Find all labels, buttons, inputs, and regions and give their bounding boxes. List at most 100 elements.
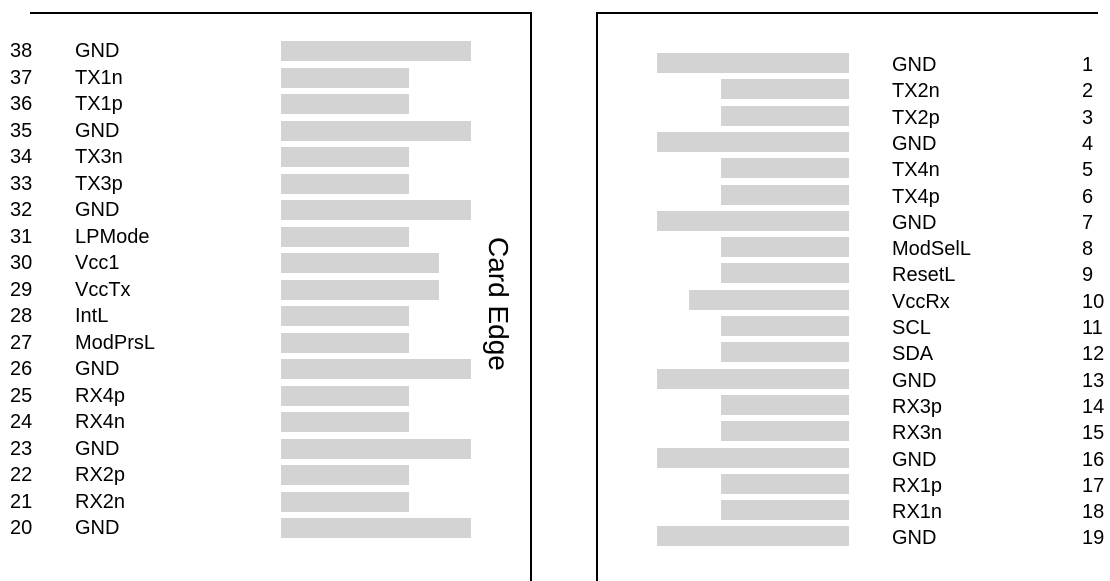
pin-number: 26: [10, 358, 33, 380]
pin-name: TX1p: [75, 93, 123, 115]
contact-pad: [281, 253, 439, 273]
contact-pad: [721, 421, 849, 442]
pin-number: 11: [1082, 317, 1103, 339]
pin-number: 31: [10, 225, 33, 248]
pin-number: 25: [10, 384, 33, 407]
pin-number: 24: [10, 411, 33, 433]
contact-pad: [281, 41, 471, 61]
pin-number: 3: [1082, 106, 1094, 129]
pin-number: 5: [1082, 159, 1094, 182]
pin-number: 12: [1082, 343, 1105, 366]
contact-pad: [281, 491, 409, 512]
contact-pad: [281, 200, 471, 220]
pin-name: ModSelL: [892, 238, 971, 261]
pin-name: RX1p: [892, 474, 943, 497]
contact-pad: [721, 184, 849, 205]
contact-pad: [281, 385, 409, 406]
pin-name: LPMode: [75, 225, 150, 248]
pin-name: GND: [75, 199, 120, 221]
pin-name: GND: [75, 517, 120, 539]
pin-name: Vcc1: [75, 252, 120, 274]
pin-number: 19: [1082, 527, 1105, 550]
contact-pad: [721, 316, 849, 336]
pin-name: TX2p: [892, 106, 940, 129]
contact-pad: [721, 237, 849, 258]
pin-number: 27: [10, 331, 33, 354]
pin-name: RX3p: [892, 395, 943, 418]
pin-number: 7: [1082, 211, 1094, 234]
contact-pad: [281, 332, 409, 353]
pin-number: 14: [1082, 395, 1105, 418]
pin-name: RX2n: [75, 490, 126, 513]
contact-pad: [721, 105, 849, 126]
contact-pad: [281, 306, 409, 326]
pin-number: 9: [1082, 264, 1094, 287]
pin-number: 21: [10, 490, 33, 513]
pin-number: 32: [10, 199, 33, 221]
pin-name: SDA: [892, 343, 934, 366]
pin-number: 10: [1082, 290, 1105, 313]
pin-number: 4: [1082, 132, 1094, 155]
left-panel-right-border: [530, 12, 532, 581]
pin-name: TX1n: [75, 66, 123, 89]
pin-number: 36: [10, 93, 33, 115]
pin-number: 38: [10, 40, 33, 62]
contact-pad: [657, 526, 849, 547]
pin-number: 18: [1082, 501, 1105, 524]
contact-pad: [657, 210, 849, 231]
right-panel-top-border: [596, 12, 1098, 14]
pin-number: 2: [1082, 80, 1094, 103]
pin-number: 35: [10, 119, 33, 142]
pin-number: 29: [10, 278, 33, 301]
pin-number: 30: [10, 252, 33, 274]
pin-number: 16: [1082, 448, 1105, 471]
pin-name: RX3n: [892, 422, 943, 445]
pin-number: 1: [1082, 54, 1094, 76]
pin-name: GND: [892, 54, 937, 76]
pin-name: RX2p: [75, 464, 126, 486]
pin-number: 17: [1082, 474, 1105, 497]
pin-number: 22: [10, 464, 33, 486]
pin-name: GND: [892, 448, 937, 471]
contact-pad: [721, 158, 849, 179]
pin-name: GND: [892, 527, 937, 550]
contact-pad: [721, 473, 849, 494]
contact-pad: [689, 289, 849, 310]
pin-name: TX3p: [75, 172, 123, 195]
contact-pad: [657, 447, 849, 468]
contact-pad: [657, 368, 849, 389]
pin-name: GND: [892, 369, 937, 392]
pin-name: RX1n: [892, 501, 943, 524]
contact-pad: [721, 342, 849, 363]
pin-name: TX2n: [892, 80, 940, 103]
contact-pad: [281, 518, 471, 538]
pin-name: TX3n: [75, 146, 123, 168]
pin-name: ResetL: [892, 264, 956, 287]
contact-pad: [281, 359, 471, 379]
pin-number: 15: [1082, 422, 1105, 445]
pin-number: 34: [10, 146, 33, 168]
right-panel-left-border: [596, 12, 598, 581]
pin-name: IntL: [75, 305, 109, 327]
contact-pad: [657, 131, 849, 152]
pin-number: 8: [1082, 238, 1094, 261]
contact-pad: [281, 226, 409, 247]
pin-name: GND: [892, 132, 937, 155]
pin-name: TX4p: [892, 185, 940, 208]
contact-pad: [721, 394, 849, 415]
pin-number: 6: [1082, 185, 1094, 208]
contact-pad: [281, 94, 409, 114]
pin-name: RX4p: [75, 384, 126, 407]
pin-name: VccTx: [75, 278, 131, 301]
pin-name: GND: [892, 211, 937, 234]
pin-number: 37: [10, 66, 33, 89]
contact-pad: [657, 53, 849, 73]
pin-name: TX4n: [892, 159, 940, 182]
contact-pad: [281, 173, 409, 194]
pin-name: GND: [75, 437, 120, 460]
contact-pad: [721, 500, 849, 521]
pin-number: 13: [1082, 369, 1105, 392]
contact-pad: [281, 465, 409, 485]
contact-pad: [281, 438, 471, 459]
pin-name: GND: [75, 119, 120, 142]
